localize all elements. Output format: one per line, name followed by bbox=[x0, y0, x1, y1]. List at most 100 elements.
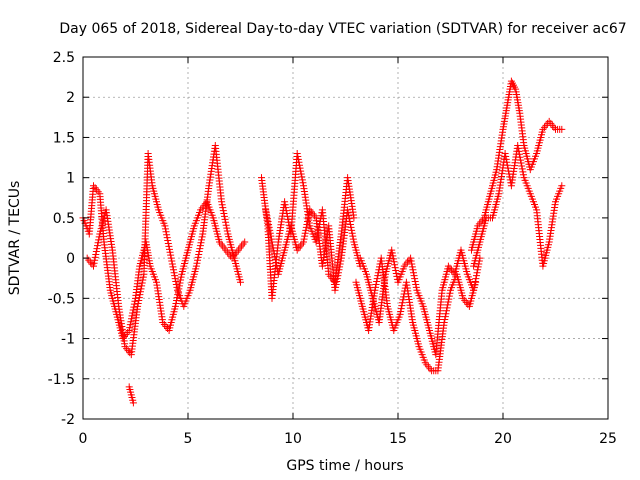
interpolated-point bbox=[138, 279, 146, 287]
interpolated-point bbox=[164, 239, 172, 247]
interpolated-point bbox=[129, 309, 137, 317]
interpolated-point bbox=[472, 272, 480, 280]
interpolated-point bbox=[166, 248, 174, 256]
interpolated-point bbox=[162, 228, 170, 236]
interpolated-point bbox=[408, 260, 416, 268]
interpolated-point bbox=[470, 283, 478, 291]
grid-lines bbox=[83, 57, 608, 419]
interpolated-point bbox=[91, 253, 99, 261]
series-track-2 bbox=[83, 141, 244, 359]
interpolated-point bbox=[519, 171, 527, 179]
interpolated-point bbox=[282, 207, 290, 215]
interpolated-point bbox=[264, 218, 272, 226]
interpolated-point bbox=[335, 266, 343, 274]
interpolated-point bbox=[442, 307, 450, 315]
interpolated-point bbox=[443, 304, 451, 312]
data-point bbox=[237, 278, 244, 286]
interpolated-point bbox=[266, 226, 274, 234]
interpolated-point bbox=[295, 158, 303, 166]
interpolated-point bbox=[389, 255, 397, 263]
interpolated-point bbox=[195, 248, 203, 256]
interpolated-point bbox=[137, 285, 145, 293]
interpolated-point bbox=[398, 299, 406, 307]
interpolated-point bbox=[305, 212, 313, 220]
y-tick-label: -0.5 bbox=[48, 291, 75, 307]
data-point bbox=[331, 286, 339, 294]
interpolated-point bbox=[139, 273, 147, 281]
interpolated-point bbox=[397, 305, 405, 313]
data-point bbox=[501, 150, 509, 158]
interpolated-point bbox=[336, 260, 344, 268]
y-tick-label: 0 bbox=[66, 251, 75, 267]
interpolated-point bbox=[446, 289, 454, 297]
interpolated-point bbox=[471, 278, 479, 286]
interpolated-point bbox=[92, 248, 100, 256]
interpolated-point bbox=[282, 204, 290, 212]
data-point bbox=[218, 198, 226, 206]
x-tick-label: 5 bbox=[184, 431, 193, 447]
interpolated-point bbox=[196, 242, 204, 250]
interpolated-point bbox=[503, 161, 511, 169]
interpolated-point bbox=[194, 256, 202, 264]
interpolated-point bbox=[301, 229, 309, 237]
interpolated-point bbox=[301, 232, 309, 240]
interpolated-point bbox=[194, 253, 202, 261]
interpolated-point bbox=[398, 302, 406, 310]
interpolated-point bbox=[502, 152, 510, 160]
interpolated-point bbox=[165, 245, 173, 253]
data-point bbox=[388, 246, 396, 254]
interpolated-point bbox=[272, 258, 280, 266]
interpolated-point bbox=[373, 275, 381, 283]
y-tick-label: 2 bbox=[66, 90, 75, 106]
interpolated-point bbox=[197, 239, 205, 247]
interpolated-point bbox=[169, 263, 177, 271]
interpolated-point bbox=[92, 250, 100, 258]
x-tick-label: 25 bbox=[599, 431, 617, 447]
interpolated-point bbox=[173, 283, 181, 291]
interpolated-point bbox=[411, 275, 419, 283]
x-axis: 0 5 10 15 20 25 bbox=[79, 57, 617, 447]
interpolated-point bbox=[408, 263, 416, 271]
interpolated-point bbox=[345, 215, 353, 223]
interpolated-point bbox=[442, 310, 450, 318]
interpolated-point bbox=[516, 153, 524, 161]
interpolated-point bbox=[474, 266, 482, 274]
interpolated-point bbox=[334, 269, 342, 277]
interpolated-point bbox=[270, 250, 278, 258]
interpolated-point bbox=[295, 161, 303, 169]
interpolated-point bbox=[198, 236, 206, 244]
y-tick-label: 1.5 bbox=[53, 130, 75, 146]
interpolated-point bbox=[127, 318, 135, 326]
interpolated-point bbox=[346, 220, 354, 228]
interpolated-point bbox=[171, 275, 179, 283]
interpolated-point bbox=[139, 276, 147, 284]
interpolated-point bbox=[389, 252, 397, 260]
interpolated-point bbox=[444, 298, 452, 306]
interpolated-point bbox=[129, 306, 137, 314]
interpolated-point bbox=[265, 220, 273, 228]
interpolated-point bbox=[412, 280, 420, 288]
interpolated-point bbox=[263, 212, 271, 220]
series-track-1 bbox=[79, 182, 249, 343]
interpolated-point bbox=[271, 253, 279, 261]
interpolated-point bbox=[410, 272, 418, 280]
data-point bbox=[134, 302, 142, 310]
interpolated-point bbox=[409, 266, 417, 274]
interpolated-point bbox=[349, 235, 357, 243]
interpolated-point bbox=[262, 209, 270, 217]
interpolated-point bbox=[95, 233, 103, 241]
interpolated-point bbox=[273, 261, 281, 269]
series-track-3 bbox=[125, 383, 137, 407]
data-point bbox=[268, 238, 276, 246]
series-track-6 bbox=[352, 254, 480, 375]
interpolated-point bbox=[445, 292, 453, 300]
interpolated-point bbox=[128, 312, 136, 320]
data-point bbox=[192, 262, 200, 270]
interpolated-point bbox=[472, 275, 480, 283]
interpolated-point bbox=[93, 245, 101, 253]
interpolated-point bbox=[223, 224, 231, 232]
interpolated-point bbox=[304, 215, 312, 223]
interpolated-point bbox=[172, 280, 180, 288]
interpolated-point bbox=[336, 263, 344, 271]
